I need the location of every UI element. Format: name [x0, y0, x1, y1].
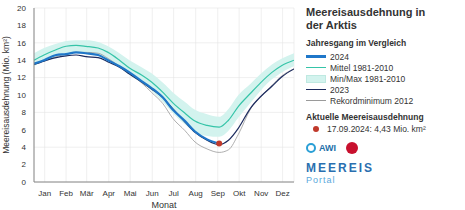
- svg-text:Jun: Jun: [146, 189, 159, 198]
- html-text:Meereisausdehnung in der Arkti: Meereisausdehnung in der Arktis: [306, 6, 426, 31]
- svg-text:18: 18: [17, 21, 26, 30]
- html-text:Min/Max 1981-2010: Min/Max 1981-2010: [330, 73, 406, 84]
- svg-text:4: 4: [22, 143, 27, 152]
- svg-text:8: 8: [22, 108, 27, 117]
- svg-text:16: 16: [17, 39, 26, 48]
- svg-text:Monat: Monat: [151, 200, 177, 210]
- svg-text:14: 14: [17, 56, 26, 65]
- svg-text:Dez: Dez: [275, 189, 289, 198]
- svg-text:Sep: Sep: [211, 189, 226, 198]
- html-text:17.09.2024: 4,43 Mio. km²: 17.09.2024: 4,43 Mio. km²: [327, 124, 426, 134]
- svg-text:6: 6: [22, 126, 27, 135]
- svg-text:10: 10: [17, 91, 26, 100]
- html-text:Mittel 1981-2010: Mittel 1981-2010: [330, 62, 394, 73]
- html-text:MEEREIS: MEEREIS: [306, 161, 374, 175]
- svg-text:Meereisausdehnung (Mio. km²): Meereisausdehnung (Mio. km²): [8, 36, 11, 154]
- svg-text:Mai: Mai: [124, 189, 137, 198]
- html-text:Aktuelle Meereisausdehnung: Aktuelle Meereisausdehnung: [306, 112, 424, 122]
- html-text:Jahresgang im Vergleich: Jahresgang im Vergleich: [306, 38, 407, 48]
- svg-text:Aug: Aug: [189, 189, 203, 198]
- html-text:Rekordminimum 2012: Rekordminimum 2012: [330, 95, 414, 106]
- svg-text:Mär: Mär: [80, 189, 94, 198]
- svg-text:Nov: Nov: [254, 189, 268, 198]
- html-text:2023: 2023: [330, 84, 349, 95]
- svg-text:Apr: Apr: [103, 189, 116, 198]
- svg-text:Feb: Feb: [59, 189, 73, 198]
- svg-text:Jul: Jul: [168, 189, 178, 198]
- svg-text:0: 0: [22, 178, 27, 187]
- html-text:2024: 2024: [330, 51, 349, 62]
- svg-text:12: 12: [17, 73, 26, 82]
- svg-text:2: 2: [22, 160, 27, 169]
- svg-text:Jan: Jan: [38, 189, 51, 198]
- html-text:Portal: Portal: [306, 175, 336, 185]
- svg-text:Okt: Okt: [233, 189, 246, 198]
- svg-text:20: 20: [17, 4, 26, 13]
- html-text:AWI: AWI: [319, 143, 336, 153]
